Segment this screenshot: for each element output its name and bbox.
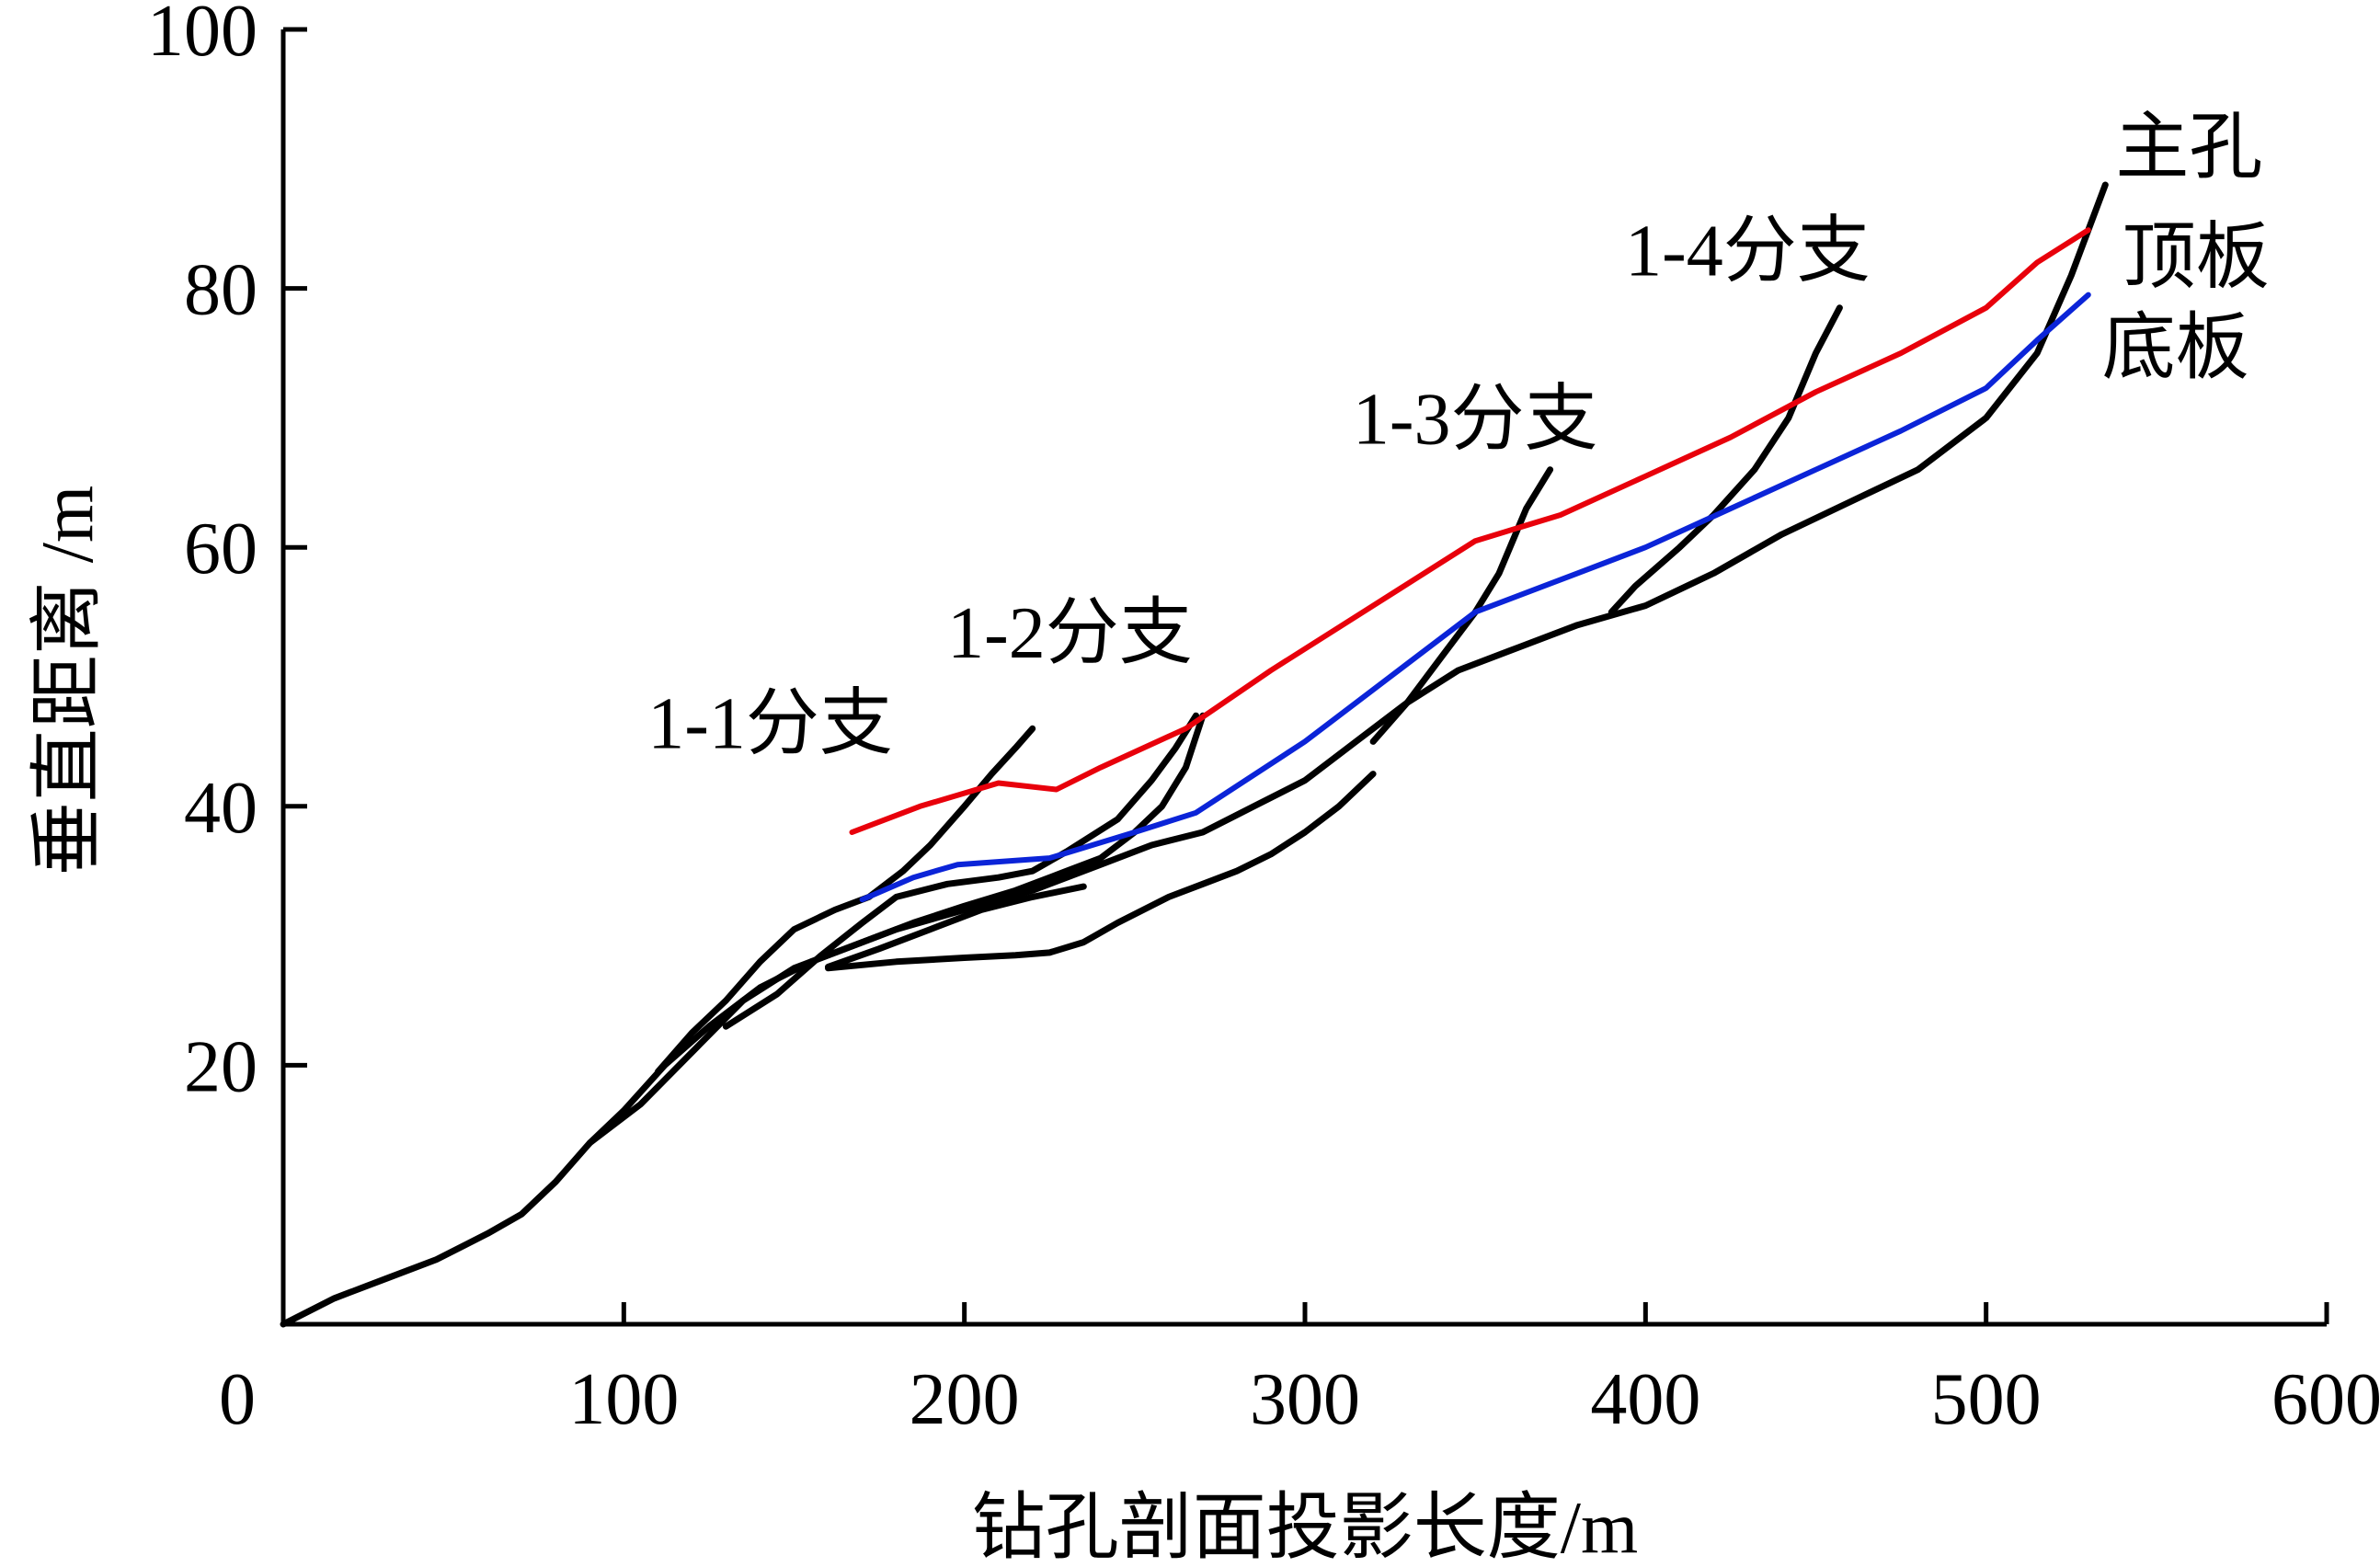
x-tick-label: 400: [1590, 1359, 1700, 1440]
x-tick-label: 0: [219, 1359, 256, 1440]
y-ticks: 20 40 60 80 100: [147, 0, 307, 1107]
x-ticks: 0 100 200 300 400 500 600: [219, 1302, 2380, 1440]
series-line-7: [1608, 304, 1843, 616]
series-line-3: [586, 712, 1207, 1147]
annotation-label: 1-3分支: [1353, 380, 1598, 461]
annotation-label: 1-1分支: [647, 683, 893, 764]
x-tick-label: 100: [568, 1359, 679, 1440]
series-line-9: [859, 292, 2091, 903]
annotation-label: 主孔: [2115, 108, 2262, 189]
x-tick-label: 300: [1250, 1359, 1360, 1440]
x-tick-label: 600: [2271, 1359, 2380, 1440]
series-line-0: [280, 181, 2109, 1328]
y-tick-label: 100: [147, 0, 257, 72]
x-axis-title: 钻孔剖面投影长度/m: [972, 1488, 1638, 1567]
series-line-1: [825, 771, 1377, 972]
series-line-8: [849, 227, 2091, 835]
series-line-6: [1369, 466, 1554, 745]
series-layer: [280, 181, 2109, 1328]
y-tick-label: 80: [184, 250, 257, 331]
annotation-label: 底板: [2102, 308, 2249, 389]
annotation-label: 1-2分支: [947, 593, 1193, 674]
axes: [280, 29, 2327, 1327]
series-line-2: [825, 883, 1087, 970]
annotation-label: 1-4分支: [1625, 212, 1871, 292]
series-line-4: [722, 712, 1199, 1030]
y-tick-label: 60: [184, 509, 257, 589]
y-axis-title: 垂直距离 /m: [28, 486, 109, 875]
y-tick-label: 40: [184, 768, 257, 849]
y-tick-label: 20: [184, 1026, 257, 1107]
annotation-label: 顶板: [2123, 218, 2270, 299]
x-tick-label: 500: [1931, 1359, 2042, 1440]
x-tick-label: 200: [910, 1359, 1020, 1440]
